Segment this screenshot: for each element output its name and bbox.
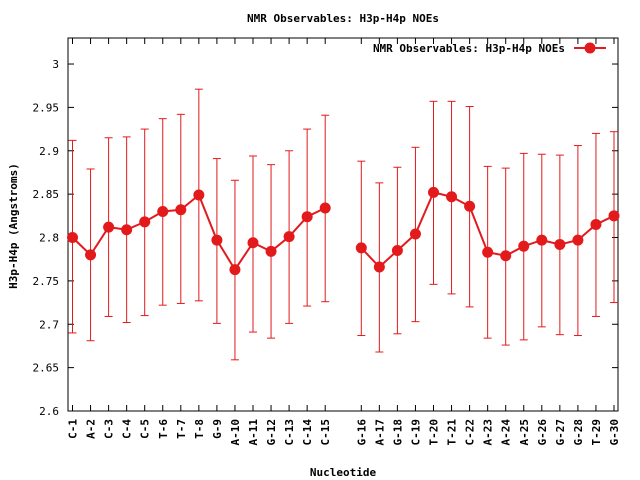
data-point bbox=[229, 264, 241, 276]
x-tick-label: C-19 bbox=[409, 419, 422, 446]
x-tick-label: G-26 bbox=[536, 419, 549, 446]
data-point bbox=[121, 224, 133, 236]
data-point bbox=[319, 202, 331, 214]
data-point bbox=[265, 245, 277, 257]
x-tick-label: G-28 bbox=[572, 419, 585, 446]
data-point bbox=[554, 238, 566, 250]
data-point bbox=[500, 250, 512, 262]
x-tick-label: T-29 bbox=[590, 419, 603, 446]
x-axis: C-1 A-2 C-3 C-4 C-5 T-6 T-7 T-8 G-9 A-10 A-11 G-12 C… bbox=[67, 38, 621, 446]
y-tick-label: 2.8 bbox=[39, 232, 59, 245]
x-tick-label: G-16 bbox=[355, 419, 368, 446]
data-point bbox=[139, 216, 151, 228]
x-tick-label: A-2 bbox=[85, 419, 98, 439]
x-tick-label: A-23 bbox=[482, 419, 495, 446]
data-point bbox=[590, 219, 602, 230]
x-tick-label: C-13 bbox=[283, 419, 296, 446]
data-point bbox=[193, 189, 205, 201]
data-point bbox=[536, 234, 548, 246]
x-tick-label: G-30 bbox=[608, 419, 621, 446]
x-tick-label: C-3 bbox=[103, 419, 116, 439]
data-point bbox=[373, 261, 385, 273]
y-tick-label: 2.9 bbox=[39, 145, 59, 158]
y-tick-label: 2.95 bbox=[33, 101, 60, 114]
chart-title: NMR Observables: H3p-H4p NOEs bbox=[247, 12, 439, 25]
x-tick-label: C-14 bbox=[301, 419, 314, 446]
y-axis-label: H3p-H4p (Angstroms) bbox=[7, 163, 20, 289]
data-point bbox=[464, 200, 476, 212]
x-tick-label: C-22 bbox=[464, 419, 477, 446]
x-tick-label: T-21 bbox=[446, 419, 459, 446]
plot-frame bbox=[67, 37, 619, 412]
legend: NMR Observables: H3p-H4p NOEs bbox=[373, 42, 606, 55]
data-point bbox=[482, 246, 494, 258]
data-point bbox=[572, 234, 584, 246]
y-tick-label: 2.6 bbox=[39, 405, 59, 418]
y-tick-label: 2.85 bbox=[33, 188, 60, 201]
data-point bbox=[446, 191, 458, 203]
data-point bbox=[211, 234, 223, 246]
x-tick-label: C-4 bbox=[121, 419, 134, 439]
x-axis-label: Nucleotide bbox=[310, 466, 377, 479]
legend-marker bbox=[584, 42, 596, 54]
data-point bbox=[391, 245, 403, 257]
data-point bbox=[175, 204, 187, 216]
y-tick-label: 2.75 bbox=[33, 275, 60, 288]
x-tick-label: G-9 bbox=[211, 419, 224, 439]
x-tick-label: A-11 bbox=[247, 419, 260, 446]
x-tick-label: T-6 bbox=[157, 419, 170, 439]
y-tick-label: 3 bbox=[52, 58, 59, 71]
data-point bbox=[608, 210, 620, 222]
data-points bbox=[67, 186, 620, 276]
data-point bbox=[428, 186, 439, 198]
data-point bbox=[518, 240, 530, 252]
x-tick-label: G-18 bbox=[391, 419, 404, 446]
data-point bbox=[283, 231, 295, 243]
data-point bbox=[355, 242, 367, 254]
data-point bbox=[157, 205, 169, 217]
y-tick-label: 2.65 bbox=[33, 362, 60, 375]
legend-label: NMR Observables: H3p-H4p NOEs bbox=[373, 42, 565, 55]
x-tick-label: T-7 bbox=[175, 419, 188, 439]
x-tick-label: A-10 bbox=[229, 419, 242, 446]
data-point bbox=[85, 249, 97, 261]
data-point bbox=[301, 211, 313, 223]
x-tick-label: A-17 bbox=[373, 419, 386, 446]
y-tick-label: 2.7 bbox=[39, 318, 59, 331]
data-point bbox=[247, 237, 259, 249]
x-tick-label: G-12 bbox=[265, 419, 278, 446]
x-tick-label: C-15 bbox=[319, 419, 332, 446]
series-lines bbox=[71, 191, 615, 272]
x-tick-label: A-24 bbox=[500, 419, 513, 446]
x-tick-label: C-1 bbox=[67, 419, 80, 439]
x-tick-label: T-8 bbox=[193, 419, 206, 439]
x-tick-label: C-5 bbox=[139, 419, 152, 439]
x-tick-label: G-27 bbox=[554, 419, 567, 446]
data-point bbox=[103, 221, 115, 233]
error-bars bbox=[68, 88, 618, 361]
x-tick-label: A-25 bbox=[518, 419, 531, 446]
x-tick-label: T-20 bbox=[428, 419, 441, 446]
data-point bbox=[409, 228, 421, 240]
data-point bbox=[67, 232, 78, 244]
